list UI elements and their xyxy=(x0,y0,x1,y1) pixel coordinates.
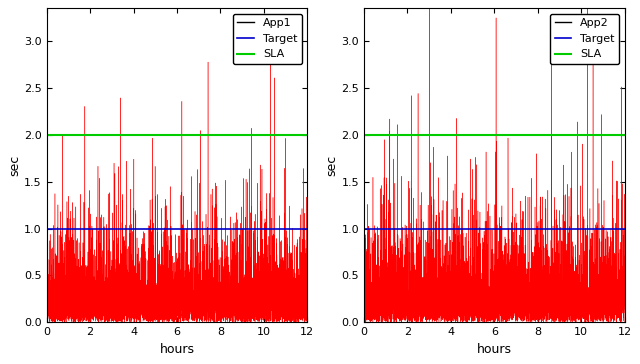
App1 xyxy=(212,280,220,284)
Y-axis label: sec: sec xyxy=(8,155,21,176)
App1 xyxy=(257,241,265,245)
SLA xyxy=(360,132,368,137)
App2 xyxy=(621,320,628,324)
App1 xyxy=(143,313,150,318)
App1 xyxy=(75,320,83,324)
App2 xyxy=(530,302,538,307)
App2 xyxy=(588,320,596,324)
SLA xyxy=(65,132,72,137)
Legend: App2, Target, SLA: App2, Target, SLA xyxy=(550,14,619,64)
X-axis label: hours: hours xyxy=(477,343,512,356)
SLA xyxy=(43,132,51,137)
App1 xyxy=(43,318,51,323)
Y-axis label: sec: sec xyxy=(326,155,339,176)
App2 xyxy=(575,284,582,288)
Target xyxy=(43,226,51,231)
Target xyxy=(65,226,72,231)
App1 xyxy=(199,289,207,294)
Line: App2: App2 xyxy=(364,0,625,322)
App1 xyxy=(303,313,311,317)
App2 xyxy=(460,304,467,308)
Legend: App1, Target, SLA: App1, Target, SLA xyxy=(233,14,302,64)
Line: App1: App1 xyxy=(47,0,307,322)
Target xyxy=(382,226,390,231)
App1 xyxy=(237,307,245,311)
App2 xyxy=(555,309,563,313)
Target xyxy=(360,226,368,231)
App2 xyxy=(516,316,524,320)
SLA xyxy=(382,132,390,137)
App2 xyxy=(408,249,415,254)
App2 xyxy=(360,278,368,282)
X-axis label: hours: hours xyxy=(159,343,195,356)
App1 xyxy=(90,297,98,301)
